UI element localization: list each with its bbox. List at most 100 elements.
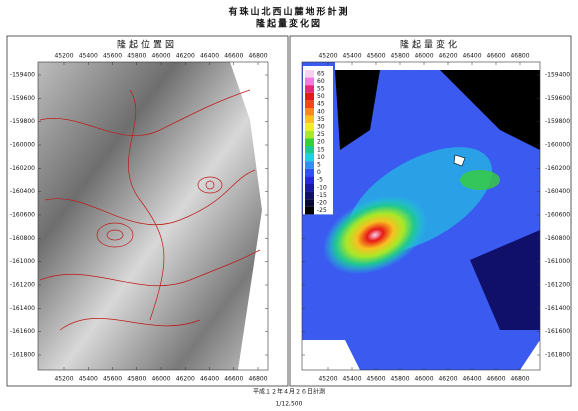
panel-title: 隆起位置図 xyxy=(117,39,177,51)
y-tick-label: -160600 xyxy=(10,212,35,219)
colorbar-label: 45 xyxy=(317,101,325,108)
colorbar-label: -15 xyxy=(317,192,327,199)
y-tick-label: -160400 xyxy=(545,188,570,195)
colorbar-label: 55 xyxy=(317,86,325,93)
x-tick-label: 46200 xyxy=(176,376,195,383)
footer-scale: 1/12,500 xyxy=(276,401,303,408)
y-tick-label: -161600 xyxy=(545,328,570,335)
colorbar-label: 20 xyxy=(317,139,325,146)
y-tick-label: -161000 xyxy=(10,258,35,265)
colorbar-swatch xyxy=(305,191,314,200)
x-tick-label: 46400 xyxy=(462,53,481,60)
y-tick-label: -159800 xyxy=(10,118,35,125)
colorbar-swatch xyxy=(305,176,314,184)
colorbar-swatch xyxy=(305,138,314,146)
x-tick-label: 45800 xyxy=(127,376,146,383)
x-tick-label: 46400 xyxy=(462,376,481,383)
left-frame xyxy=(6,35,289,387)
colorbar-swatch xyxy=(305,206,314,215)
x-tick-label: 46600 xyxy=(224,53,243,60)
map-border xyxy=(37,61,269,371)
y-tick-label: -160200 xyxy=(545,165,570,172)
x-tick-label: 45400 xyxy=(79,53,98,60)
colorbar-label: 10 xyxy=(317,154,325,161)
x-tick-label: 46800 xyxy=(248,376,267,383)
colorbar-label: -10 xyxy=(317,184,327,191)
colorbar-swatch xyxy=(305,85,314,93)
colorbar-swatch xyxy=(305,184,314,192)
x-tick-label: 46200 xyxy=(438,53,457,60)
x-tick-label: 45600 xyxy=(103,376,122,383)
x-tick-label: 45800 xyxy=(390,376,409,383)
y-tick-label: -161600 xyxy=(10,328,35,335)
x-tick-label: 45200 xyxy=(54,376,73,383)
x-tick-label: 45600 xyxy=(366,53,385,60)
colorbar-swatch xyxy=(305,123,314,131)
colorbar-label: -5 xyxy=(317,177,323,184)
x-tick-label: 46800 xyxy=(248,53,267,60)
colorbar-swatch xyxy=(305,92,314,101)
right-map xyxy=(302,62,540,370)
y-tick-label: -161000 xyxy=(545,258,570,265)
x-tick-label: 45600 xyxy=(366,376,385,383)
x-tick-label: 45600 xyxy=(103,53,122,60)
y-tick-label: -160000 xyxy=(10,142,35,149)
x-tick-label: 46600 xyxy=(486,376,505,383)
x-tick-label: 46000 xyxy=(414,376,433,383)
y-tick-label: -159600 xyxy=(10,95,35,102)
x-tick-label: 46000 xyxy=(151,53,170,60)
x-tick-label: 45800 xyxy=(390,53,409,60)
title: 有珠山北西山麓地形計測 xyxy=(228,6,349,18)
x-tick-label: 45200 xyxy=(54,53,73,60)
y-tick-label: -161800 xyxy=(10,352,35,359)
y-tick-label: -160800 xyxy=(10,235,35,242)
x-tick-label: 45800 xyxy=(127,53,146,60)
colorbar-label: 5 xyxy=(317,162,321,169)
colorbar-swatch xyxy=(305,100,314,108)
y-tick-label: -159400 xyxy=(10,72,35,79)
colorbar-swatch xyxy=(305,146,314,154)
footer-date: 平成１２年４月２６日計測 xyxy=(253,388,325,396)
x-tick-label: 46400 xyxy=(200,376,219,383)
y-tick-label: -161800 xyxy=(545,352,570,359)
colorbar-swatch xyxy=(305,161,314,169)
x-tick-label: 45200 xyxy=(318,53,337,60)
y-tick-label: -160000 xyxy=(545,142,570,149)
colorbar-swatch xyxy=(305,199,314,207)
x-tick-label: 46000 xyxy=(414,53,433,60)
y-tick-label: -161400 xyxy=(10,305,35,312)
colorbar-label: 0 xyxy=(317,169,321,176)
y-tick-label: -161400 xyxy=(545,305,570,312)
colorbar-swatch xyxy=(305,130,314,139)
x-tick-label: 46800 xyxy=(510,53,529,60)
colorbar-swatch xyxy=(305,108,314,116)
left-map xyxy=(38,62,268,370)
y-tick-label: -160200 xyxy=(10,165,35,172)
x-tick-label: 46400 xyxy=(200,53,219,60)
colorbar-label: -25 xyxy=(317,207,327,214)
x-tick-label: 45200 xyxy=(318,376,337,383)
x-tick-label: 46200 xyxy=(438,376,457,383)
map-border xyxy=(301,61,541,371)
x-tick-label: 45400 xyxy=(79,376,98,383)
y-tick-label: -159800 xyxy=(545,118,570,125)
colorbar-swatch xyxy=(305,153,314,162)
panel-title: 隆起量変化 xyxy=(400,39,460,51)
colorbar-label: 60 xyxy=(317,78,325,85)
x-tick-label: 46600 xyxy=(486,53,505,60)
y-tick-label: -160800 xyxy=(545,235,570,242)
colorbar-swatch xyxy=(305,168,314,177)
colorbar-label: -20 xyxy=(317,200,327,207)
y-tick-label: -159600 xyxy=(545,95,570,102)
x-tick-label: 45400 xyxy=(342,53,361,60)
subtitle: 隆起量変化図 xyxy=(256,18,322,30)
x-tick-label: 46600 xyxy=(224,376,243,383)
colorbar-label: 65 xyxy=(317,70,325,77)
x-tick-label: 46000 xyxy=(151,376,170,383)
colorbar-swatch xyxy=(305,70,314,78)
colorbar-swatch xyxy=(305,115,314,124)
colorbar-label: 50 xyxy=(317,93,325,100)
colorbar-label: 40 xyxy=(317,108,325,115)
y-tick-label: -161200 xyxy=(545,282,570,289)
